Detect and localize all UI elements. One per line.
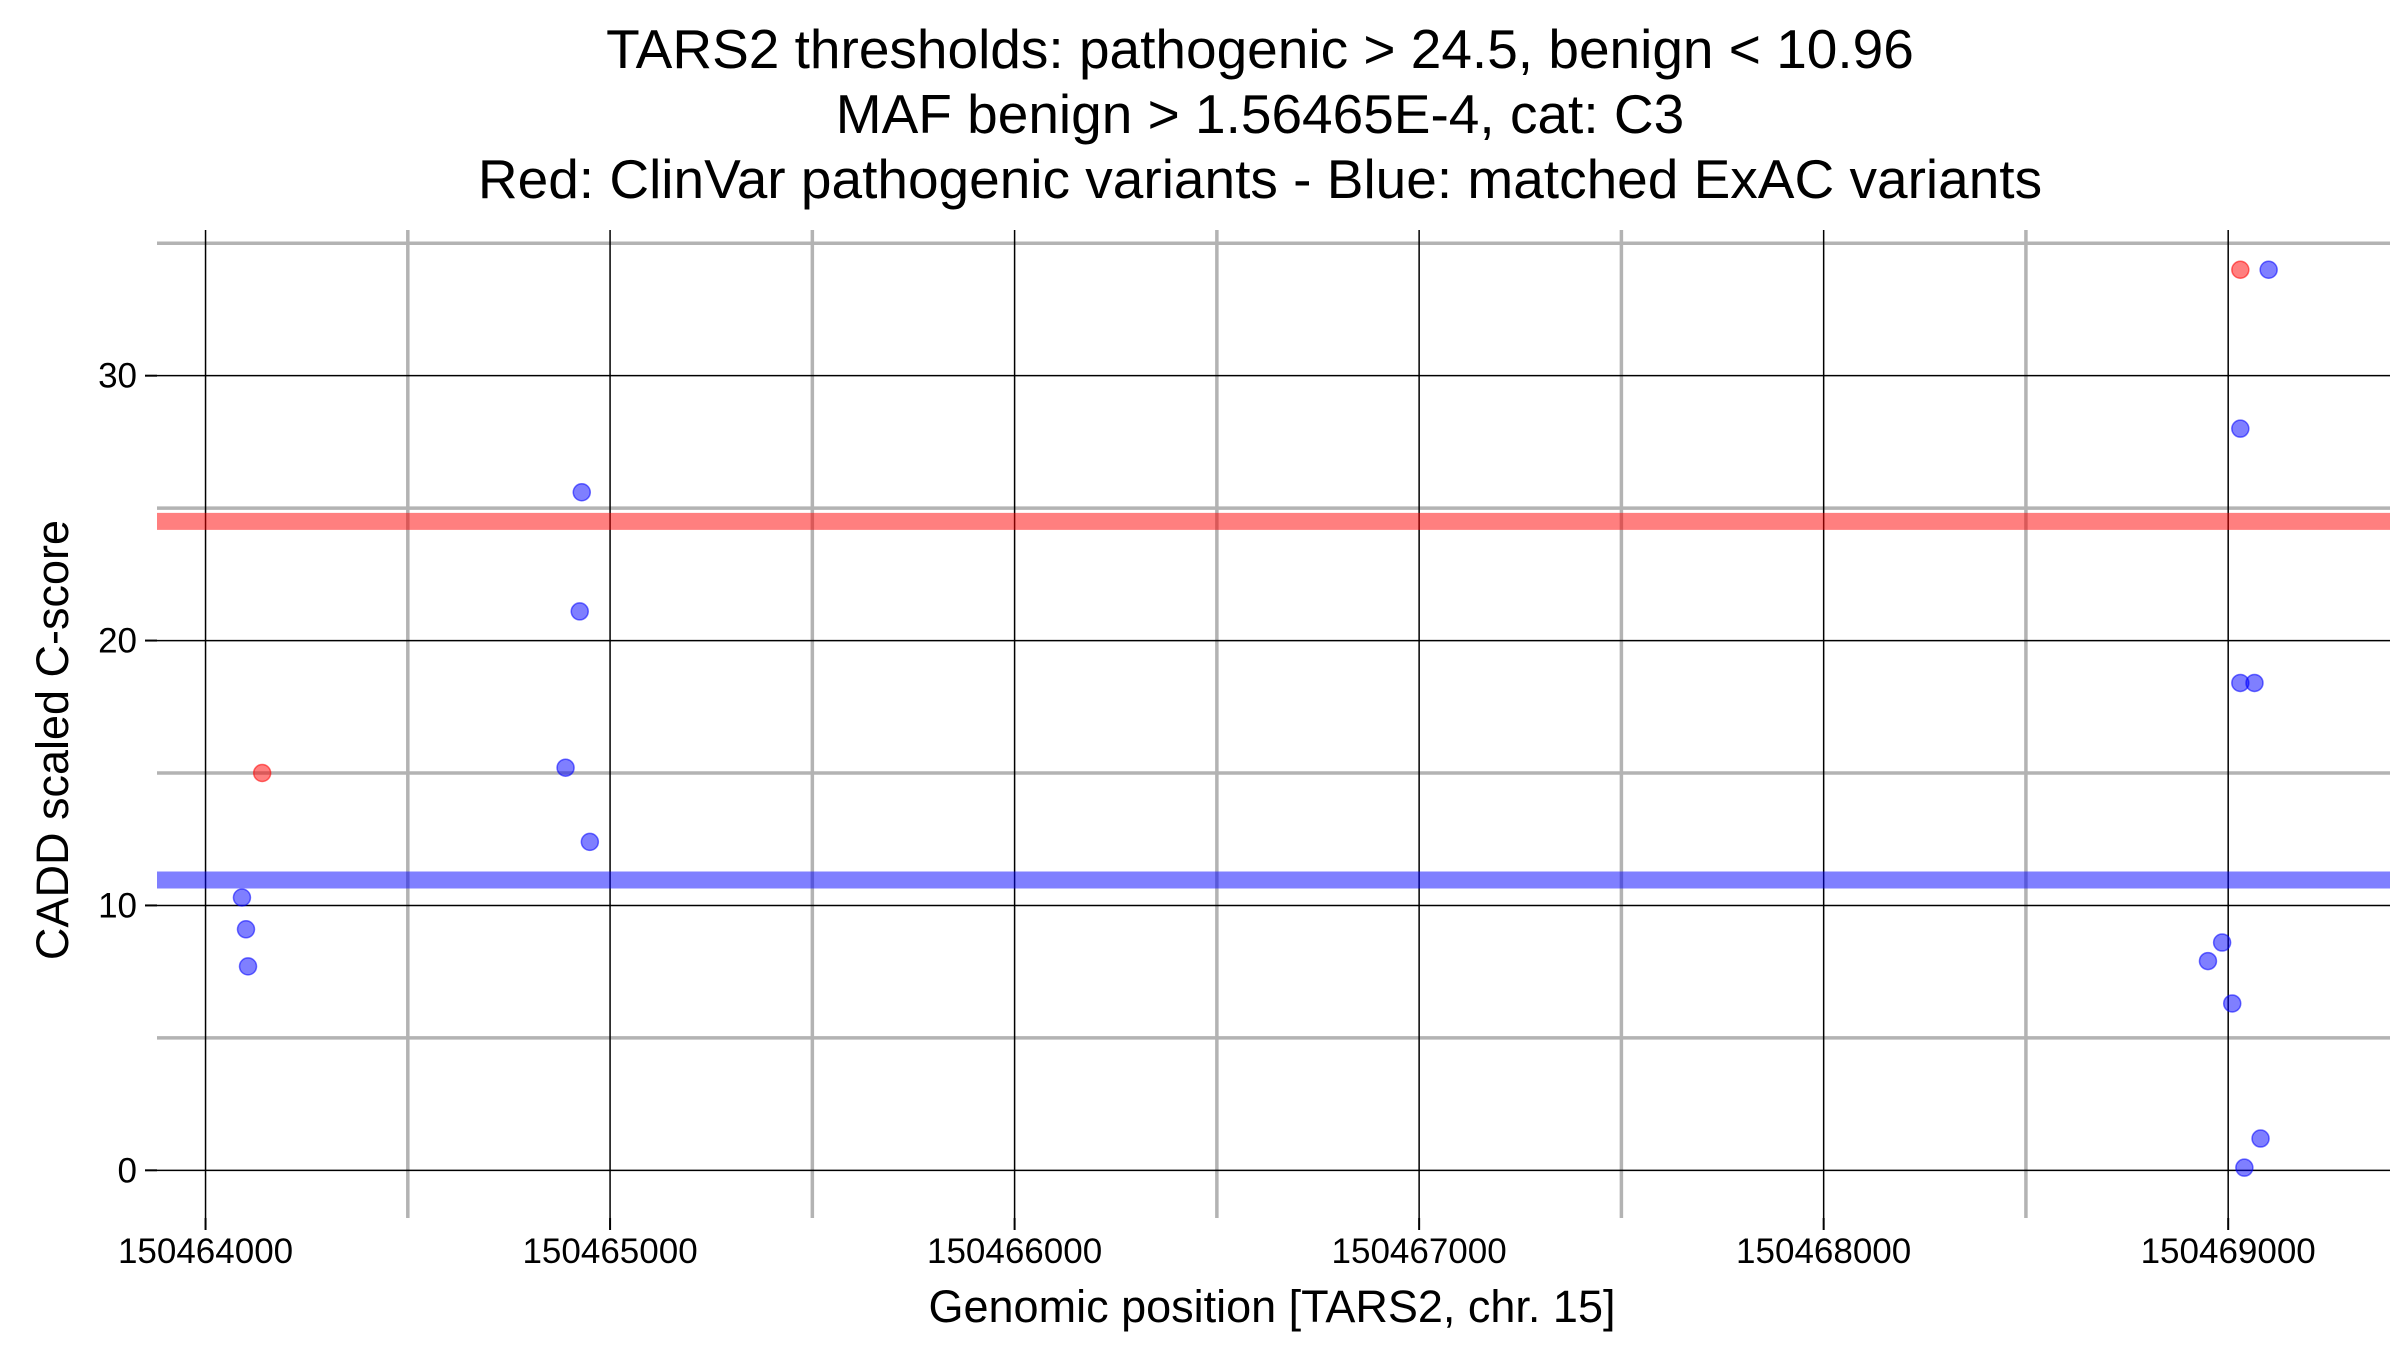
data-point-s1-0: [232, 888, 252, 907]
x-tick-label-2: 150466000: [927, 1232, 1102, 1271]
y-tick-label-0: 0: [118, 1151, 137, 1190]
x-tick-label-5: 150469000: [2141, 1232, 2316, 1271]
data-point-s0-0: [252, 763, 272, 783]
data-point-s1-3: [572, 482, 592, 502]
y-tick-label-2: 20: [98, 622, 137, 661]
threshold-lines: [157, 512, 2390, 889]
data-point-s0-1: [2231, 260, 2250, 279]
data-points: [232, 260, 2278, 1177]
x-axis-label: Genomic position [TARS2, chr. 15]: [929, 1281, 1616, 1332]
data-point-s1-5: [556, 758, 575, 777]
y-tick-label-1: 10: [98, 886, 137, 925]
data-point-s1-1: [236, 920, 256, 939]
chart-title-line-1: TARS2 thresholds: pathogenic > 24.5, ben…: [606, 18, 1914, 80]
data-point-s1-15: [2235, 1158, 2254, 1177]
data-point-s1-10: [2245, 673, 2264, 693]
data-point-s1-4: [570, 602, 589, 621]
data-point-s1-6: [580, 832, 600, 852]
data-point-s1-7: [2259, 260, 2278, 279]
major-gridlines: [157, 230, 2390, 1218]
y-axis-label: CADD scaled C-score: [27, 520, 78, 960]
x-tick-label-0: 150464000: [118, 1232, 293, 1271]
chart-title: TARS2 thresholds: pathogenic > 24.5, ben…: [478, 18, 2042, 210]
data-point-s1-11: [2212, 933, 2232, 952]
x-tick-label-3: 150467000: [1332, 1232, 1507, 1271]
x-axis: 150464000 150465000 150466000 150467000 1504…: [118, 1218, 2316, 1271]
minor-gridlines: [157, 230, 2390, 1218]
chart-title-line-3: Red: ClinVar pathogenic variants - Blue:…: [478, 148, 2042, 210]
x-tick-label-1: 150465000: [522, 1232, 697, 1271]
chart-title-line-2: MAF benign > 1.56465E-4, cat: C3: [836, 83, 1684, 145]
data-point-s1-8: [2231, 419, 2250, 438]
y-tick-label-3: 30: [98, 357, 137, 396]
x-tick-label-4: 150468000: [1736, 1232, 1911, 1271]
data-point-s1-2: [238, 957, 258, 976]
data-point-s1-14: [2251, 1129, 2270, 1148]
data-point-s1-12: [2198, 951, 2218, 971]
data-point-s1-13: [2222, 994, 2242, 1013]
y-axis: 0 10 20 30: [98, 357, 157, 1190]
